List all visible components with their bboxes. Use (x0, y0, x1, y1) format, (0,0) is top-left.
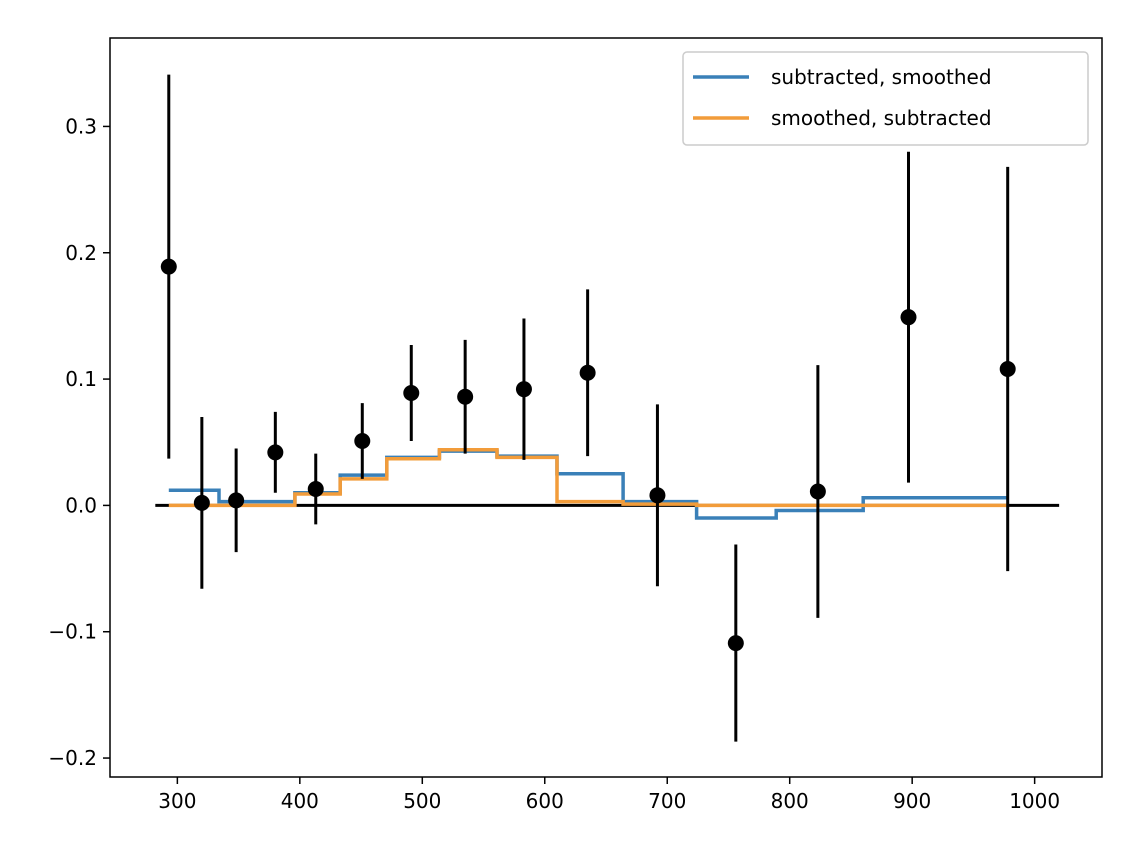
data-point (579, 364, 596, 381)
data-point (354, 432, 371, 449)
data-point (515, 381, 532, 398)
data-point (307, 480, 324, 497)
data-point (403, 384, 420, 401)
series-line-subtracted-smoothed (168, 449, 1008, 520)
x-tick-label: 900 (893, 789, 931, 813)
data-point (999, 360, 1016, 377)
x-tick-label: 400 (281, 789, 319, 813)
data-point (900, 309, 917, 326)
data-point (457, 388, 474, 405)
y-tick-label: 0.1 (65, 367, 97, 391)
x-tick-label: 500 (403, 789, 441, 813)
data-point (809, 483, 826, 500)
y-tick-label: −0.2 (48, 746, 97, 770)
x-tick-label: 300 (158, 789, 196, 813)
data-point (193, 494, 210, 511)
y-tick-label: 0.0 (65, 493, 97, 517)
plot-layer (155, 74, 1060, 742)
data-point (727, 635, 744, 652)
x-tick-label: 1000 (1009, 789, 1060, 813)
y-tick-label: 0.3 (65, 114, 97, 138)
axis-layer: 300 400 500 600 700 800 900 1000 −0.2 −0.1 0.0 0.1 0… (48, 37, 1103, 813)
plot-frame (109, 37, 1103, 778)
y-tick-label: 0.2 (65, 241, 97, 265)
legend-label-subtracted-smoothed: subtracted, smoothed (771, 65, 992, 89)
data-point (649, 487, 666, 504)
x-tick-label: 600 (526, 789, 564, 813)
data-point (160, 258, 177, 275)
data-point (228, 492, 245, 509)
x-tick-label: 700 (648, 789, 686, 813)
legend: subtracted, smoothed smoothed, subtracte… (682, 51, 1089, 146)
data-point (267, 444, 284, 461)
x-tick-label: 800 (771, 789, 809, 813)
legend-label-smoothed-subtracted: smoothed, subtracted (771, 106, 992, 130)
legend-box (682, 51, 1089, 146)
y-tick-label: −0.1 (48, 620, 97, 644)
